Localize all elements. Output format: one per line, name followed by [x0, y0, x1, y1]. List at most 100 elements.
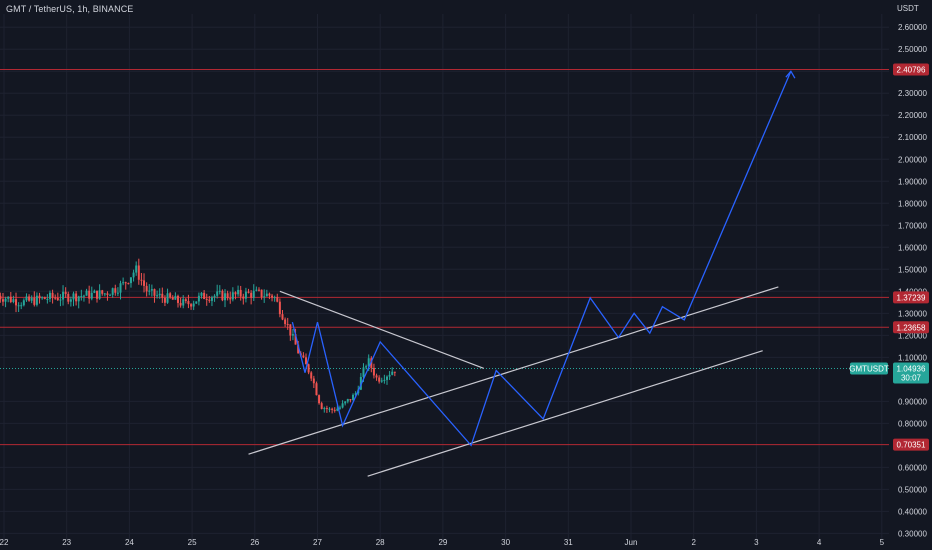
candle-body-133: [344, 401, 347, 404]
chart-title: GMT / TetherUS, 1h, BINANCE: [6, 4, 134, 14]
candle-body-30: [75, 293, 78, 302]
candle-body-125: [323, 408, 326, 410]
candle-body-20: [48, 292, 51, 299]
price-tags: 2.40796 1.37239 1.23658 0.70351 GMTUSDT 1.049…: [849, 63, 929, 451]
candle-body-97: [250, 292, 253, 298]
candle-body-63: [161, 293, 164, 298]
candle-body-106: [273, 297, 276, 299]
candle-body-27: [67, 293, 70, 302]
candle-body-109: [281, 314, 284, 320]
candle-body-34: [85, 290, 88, 296]
candle-body-119: [307, 364, 310, 373]
current-price-label: 1.04936: [897, 364, 926, 373]
candle-body-40: [101, 290, 104, 294]
candle-body-52: [132, 272, 135, 278]
price-tick-label: 0.90000: [898, 397, 927, 406]
candle-body-95: [244, 291, 247, 299]
candle-body-72: [184, 299, 187, 302]
candle-body-62: [158, 293, 161, 296]
candle-body-74: [190, 304, 193, 307]
horizontal-levels: [0, 68, 889, 446]
time-tick-label: 5: [880, 538, 885, 547]
candle-body-26: [64, 291, 67, 294]
candle-body-67: [171, 297, 174, 300]
candle-body-148: [383, 379, 386, 381]
level-tag-3: [893, 438, 929, 451]
candle-body-152: [393, 371, 396, 373]
price-tick-label: 2.60000: [898, 23, 927, 32]
time-tick-label: 31: [564, 538, 573, 547]
candle-body-56: [143, 280, 146, 286]
candle-body-135: [349, 399, 352, 401]
candle-body-43: [109, 294, 112, 296]
time-tick-label: 27: [313, 538, 322, 547]
trend-line-descending-resistance: [279, 290, 484, 369]
candle-body-73: [187, 301, 190, 305]
price-tick-label: 1.30000: [898, 309, 927, 318]
candle-body-113: [291, 334, 294, 336]
candle-body-80: [205, 298, 208, 300]
price-tick-label: 1.60000: [898, 243, 927, 252]
candle-body-29: [72, 293, 75, 300]
candle-body-140: [362, 367, 365, 378]
candle-body-86: [221, 290, 224, 301]
current-price-tag: [893, 362, 929, 384]
candle-body-110: [284, 319, 287, 325]
candle-body-8: [17, 305, 20, 307]
candle-body-100: [257, 289, 260, 291]
price-tick-label: 0.80000: [898, 419, 927, 428]
candle-body-149: [385, 376, 388, 380]
candle-body-70: [179, 302, 182, 306]
candle-body-88: [226, 293, 229, 299]
candle-body-147: [380, 380, 383, 382]
candle-body-98: [252, 290, 255, 298]
candle-body-91: [234, 292, 237, 295]
price-tick-label: 0.30000: [898, 529, 927, 538]
price-tick-label: 0.40000: [898, 507, 927, 516]
price-tick-label: 1.20000: [898, 331, 927, 340]
candle-body-151: [391, 371, 394, 375]
candle-body-51: [129, 277, 132, 284]
candle-body-16: [38, 295, 41, 299]
level-tag-label: 1.23658: [897, 323, 926, 332]
candle-body-103: [265, 293, 268, 297]
candle-body-94: [242, 296, 245, 299]
candle-body-50: [127, 283, 130, 285]
candle-body-24: [59, 299, 62, 301]
candle-body-33: [82, 295, 85, 297]
candle-body-46: [116, 292, 119, 294]
candle-body-128: [331, 408, 334, 410]
candle-body-92: [237, 289, 240, 295]
price-tick-label: 1.70000: [898, 221, 927, 230]
candle-body-45: [114, 288, 117, 293]
price-axis[interactable]: USDT2.600002.500002.400002.300002.200002…: [889, 0, 932, 550]
candle-body-104: [268, 293, 271, 296]
level-tag-label: 0.70351: [897, 441, 926, 450]
time-tick-label: 29: [438, 538, 447, 547]
candle-body-39: [98, 290, 101, 299]
candle-body-17: [41, 297, 44, 299]
projection-path: [291, 70, 796, 447]
candle-body-137: [354, 393, 357, 395]
candle-body-23: [56, 297, 59, 301]
candle-body-71: [182, 299, 185, 306]
time-axis[interactable]: 22 23 24 25 26 27 28 29 30 31 Jun 2 3 4 5: [0, 538, 885, 547]
candle-body-130: [336, 408, 339, 411]
candle-body-99: [255, 289, 258, 291]
time-tick-label: 3: [754, 538, 759, 547]
candle-body-78: [200, 292, 203, 296]
candle-body-131: [338, 407, 341, 409]
price-tick-label: 1.90000: [898, 177, 927, 186]
trend-lines: [248, 286, 779, 477]
candle-body-141: [365, 366, 368, 368]
candle-body-124: [320, 403, 323, 409]
candle-body-126: [325, 408, 328, 410]
candle-body-111: [286, 324, 289, 326]
candle-body-144: [372, 367, 375, 376]
candle-body-53: [135, 265, 138, 273]
candle-body-84: [216, 291, 219, 296]
candle-body-134: [346, 399, 349, 402]
